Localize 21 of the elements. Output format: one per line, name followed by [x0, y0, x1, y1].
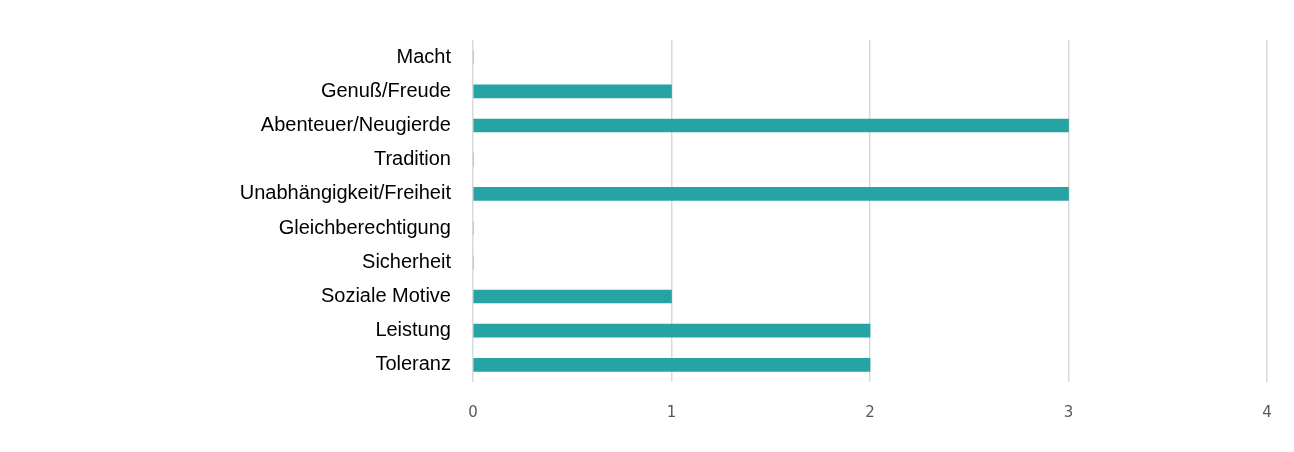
y-tick-label: Tradition: [373, 147, 451, 170]
y-tick-label: Leistung: [375, 318, 451, 341]
y-tick-label: Abenteuer/Neugierde: [260, 113, 451, 136]
y-tick-label: Toleranz: [375, 352, 451, 375]
x-tick-label: 4: [1262, 402, 1272, 421]
y-tick-label: Unabhängigkeit/Freiheit: [239, 181, 452, 204]
x-tick-label: 0: [468, 402, 478, 421]
x-tick-label: 1: [666, 402, 677, 421]
bar: [473, 323, 871, 338]
y-tick-label: Genuß/Freude: [320, 78, 451, 101]
bar: [473, 358, 871, 372]
y-tick-label: Macht: [396, 44, 452, 67]
y-tick-label: Soziale Motive: [320, 284, 451, 307]
bar: [473, 289, 672, 304]
y-tick-label: Sicherheit: [362, 249, 452, 272]
bar: [473, 84, 672, 99]
x-tick-label: 3: [1063, 402, 1074, 421]
bar: [473, 118, 1069, 133]
x-tick-label: 2: [865, 402, 875, 421]
y-tick-label: Gleichberechtigung: [278, 215, 451, 238]
bar: [473, 187, 1069, 201]
